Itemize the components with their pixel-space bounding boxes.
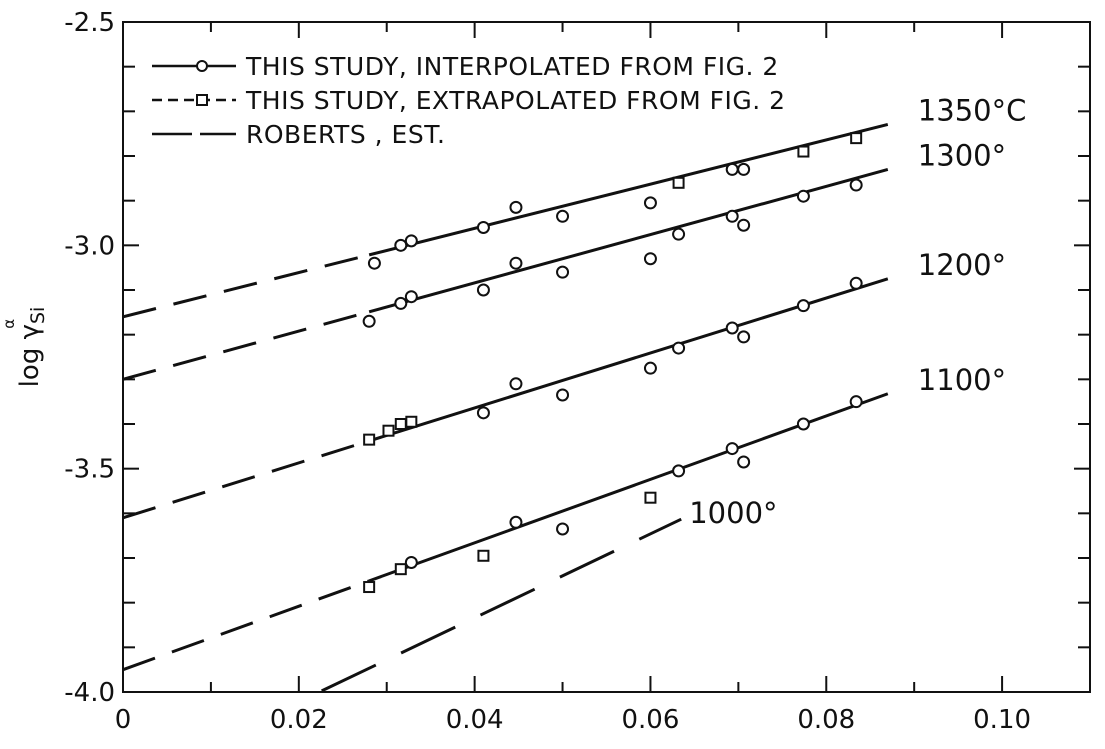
y-tick-label: -3.5 [64, 455, 115, 485]
interpolated-point [796, 299, 810, 313]
interpolated-point [556, 209, 570, 223]
extrapolated-dashed-line [122, 253, 370, 319]
interpolated-point [509, 515, 523, 529]
interpolated-point [725, 162, 739, 176]
interpolated-point [362, 314, 376, 328]
y-tick-label: -3.0 [64, 231, 115, 261]
legend-square-marker [196, 94, 208, 106]
interpolated-point [509, 377, 523, 391]
legend: THIS STUDY, INTERPOLATED FROM FIG. 2 THIS… [152, 52, 786, 149]
interpolated-point [849, 276, 863, 290]
y-tick-label: -2.5 [64, 8, 115, 38]
interpolated-point [367, 256, 381, 270]
data-points [362, 132, 863, 594]
interpolated-point [672, 227, 686, 241]
y-axis-label: log γSiα [0, 307, 49, 388]
interpolated-point [404, 234, 418, 248]
extrapolated-point [850, 132, 863, 145]
extrapolated-point [363, 581, 376, 594]
y-axis-label-text: log γSiα [0, 307, 49, 388]
extrapolated-point [382, 424, 395, 437]
plot-frame [122, 21, 1091, 693]
extrapolated-point [797, 145, 810, 158]
temperature-label: 1350°C [918, 93, 1027, 127]
interpolated-point [737, 162, 751, 176]
y-tick-label: -4.0 [64, 678, 115, 708]
interpolated-point [672, 341, 686, 355]
x-tick-label: 0 [115, 705, 132, 735]
extrapolated-point [394, 418, 407, 430]
interpolated-point [796, 189, 810, 203]
interpolated-point [404, 290, 418, 304]
legend-entry-label: THIS STUDY, INTERPOLATED FROM FIG. 2 [245, 52, 779, 81]
axis-ticks: 0 0.02 0.04 0.06 0.08 0.10 -4.0 -3.5 -3.0 -2.5 [64, 8, 1091, 735]
y-label-subscript: Si [27, 307, 49, 324]
extrapolated-point [672, 176, 685, 189]
legend-entry-label: THIS STUDY, EXTRAPOLATED FROM FIG. 2 [245, 86, 786, 115]
interpolated-point [394, 238, 408, 252]
interpolated-point [509, 200, 523, 214]
legend-circle-marker [196, 60, 208, 72]
interpolated-point [725, 321, 739, 335]
extrapolated-point [644, 491, 657, 504]
interpolated-point [556, 265, 570, 279]
interpolated-point [672, 464, 686, 478]
interpolated-point [556, 522, 570, 536]
interpolated-point [737, 218, 751, 232]
interpolated-point [849, 395, 863, 409]
interpolated-point [476, 220, 490, 234]
interpolated-point [476, 406, 490, 420]
x-tick-label: 0.02 [270, 705, 328, 735]
interpolated-point [509, 256, 523, 270]
interpolated-point [725, 442, 739, 456]
x-tick-label: 0.06 [622, 705, 680, 735]
interpolated-point [404, 555, 418, 569]
interpolated-point [643, 252, 657, 266]
interpolated-point [476, 283, 490, 297]
extrapolated-point [363, 433, 376, 446]
extrapolated-dashed-line [122, 310, 370, 381]
fit-solid-line [368, 277, 889, 443]
temperature-label: 1200° [918, 248, 1006, 282]
extrapolated-dashed-line [122, 579, 370, 672]
extrapolated-point [477, 549, 490, 562]
interpolated-point [725, 209, 739, 223]
series-labels: 1350°C 1300° 1200° 1100° 1000° [689, 93, 1026, 530]
temperature-label: 1100° [918, 363, 1006, 397]
y-label-superscript: α [0, 319, 18, 329]
plot-axes [122, 21, 1091, 693]
interpolated-point [394, 296, 408, 310]
interpolated-point [737, 455, 751, 469]
interpolated-point [849, 178, 863, 192]
roberts-dashed-line [321, 517, 682, 693]
interpolated-point [643, 196, 657, 210]
fit-solid-line [368, 392, 889, 583]
fit-lines [122, 122, 889, 693]
x-tick-label: 0.08 [797, 705, 855, 735]
interpolated-point [556, 388, 570, 402]
y-label-main: log γ [15, 324, 45, 387]
extrapolated-point [405, 415, 418, 428]
extrapolated-point [394, 563, 407, 576]
interpolated-point [796, 417, 810, 431]
x-tick-label: 0.04 [446, 705, 504, 735]
temperature-label: 1300° [918, 138, 1006, 172]
x-tick-label: 0.10 [973, 705, 1031, 735]
legend-entry-label: ROBERTS , EST. [246, 120, 445, 149]
interpolated-point [643, 361, 657, 375]
temperature-label: 1000° [689, 496, 777, 530]
extrapolated-dashed-line [122, 439, 370, 520]
interpolated-point [737, 330, 751, 344]
